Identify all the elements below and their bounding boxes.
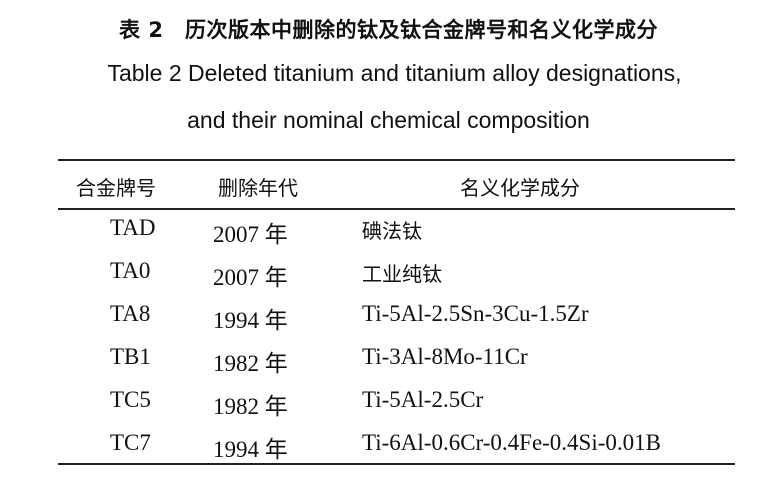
table-row: TAD 2007 年 碘法钛 — [0, 215, 777, 255]
year-cell: 1982 年 — [213, 351, 288, 376]
year-cell: 1982 年 — [213, 394, 288, 419]
bottom-rule — [58, 463, 735, 465]
year-cell: 1994 年 — [213, 308, 288, 333]
composition-cell: Ti-6Al-0.6Cr-0.4Fe-0.4Si-0.01B — [362, 430, 661, 455]
composition-cell: 工业纯钛 — [362, 262, 442, 286]
composition-cell: Ti-5Al-2.5Cr — [362, 387, 484, 412]
designation-cell: TC7 — [110, 430, 151, 455]
table-row: TC7 1994 年 Ti-6Al-0.6Cr-0.4Fe-0.4Si-0.01B — [0, 430, 777, 470]
composition-cell: Ti-5Al-2.5Sn-3Cu-1.5Zr — [362, 301, 589, 326]
designation-cell: TA0 — [110, 258, 151, 283]
table-caption-chinese: 表 2 历次版本中删除的钛及钛合金牌号和名义化学成分 — [119, 18, 658, 42]
table-row: TA8 1994 年 Ti-5Al-2.5Sn-3Cu-1.5Zr — [0, 301, 777, 341]
year-cell: 1994 年 — [213, 437, 288, 462]
table-row: TA0 2007 年 工业纯钛 — [0, 258, 777, 298]
header-designation: 合金牌号 — [76, 176, 156, 200]
table-row: TB1 1982 年 Ti-3Al-8Mo-11Cr — [0, 344, 777, 384]
header-composition: 名义化学成分 — [460, 176, 580, 200]
table-caption-english-line1: Table 2 Deleted titanium and titanium al… — [107, 60, 682, 86]
year-cell: 2007 年 — [213, 222, 288, 247]
designation-cell: TA8 — [110, 301, 151, 326]
composition-cell: 碘法钛 — [362, 219, 422, 243]
table-caption-english-line2: and their nominal chemical composition — [187, 107, 590, 133]
header-rule — [58, 208, 735, 210]
designation-cell: TC5 — [110, 387, 151, 412]
top-rule — [58, 159, 735, 161]
composition-cell: Ti-3Al-8Mo-11Cr — [362, 344, 528, 369]
designation-cell: TB1 — [110, 344, 151, 369]
header-deletion-year: 删除年代 — [218, 176, 298, 200]
table-row: TC5 1982 年 Ti-5Al-2.5Cr — [0, 387, 777, 427]
year-cell: 2007 年 — [213, 265, 288, 290]
designation-cell: TAD — [110, 215, 156, 240]
